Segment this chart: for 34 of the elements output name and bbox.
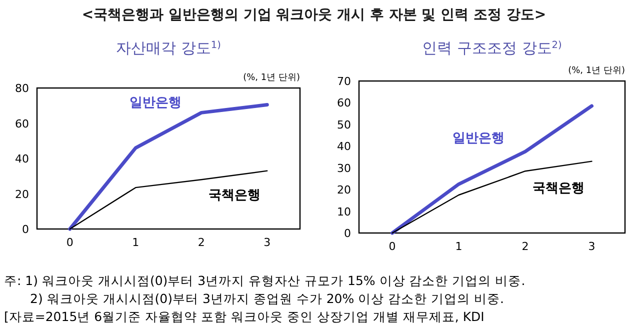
y-tick-label: 10 bbox=[337, 205, 351, 218]
x-tick-label: 0 bbox=[388, 240, 396, 253]
y-axis-title: (%, 1년 단위) bbox=[243, 73, 300, 83]
x-tick-label: 2 bbox=[198, 236, 205, 249]
x-tick-label: 3 bbox=[264, 236, 271, 249]
y-tick-label: 60 bbox=[337, 96, 351, 110]
text: 2) 워크아웃 개시시점(0)부터 3년까지 종업원 수가 20% 이상 감소한 기업의 비중. bbox=[30, 291, 504, 306]
y-tick-label: 80 bbox=[15, 82, 29, 95]
line-series bbox=[390, 104, 594, 235]
chart-title: 자산매각 강도$^{1)}$ bbox=[116, 39, 221, 57]
chart-title: 인력 구조조정 강도$^{2)}$ bbox=[422, 39, 562, 57]
text: <국책은행과 일반은행의 기업 워크아웃 개시 후 자본 및 인력 조정 강도> bbox=[82, 7, 546, 23]
y-tick-label: 40 bbox=[337, 140, 351, 154]
y-tick-label: 30 bbox=[337, 162, 351, 175]
text: 주: 1) 워크아웃 개시시점(0)부터 3년까지 유형자산 규모가 15% 이상 감소한 기업의 비중. bbox=[4, 273, 526, 288]
y-tick-label: 70 bbox=[337, 75, 351, 88]
y-tick-label: 20 bbox=[337, 184, 351, 197]
text: [자료=2015년 6월기준 자율협약 포함 워크아웃 중인 상장기업 개별 재무제표, KDI bbox=[4, 309, 484, 324]
y-axis-title: (%, 1년 단위) bbox=[568, 66, 625, 76]
x-tick-label: 0 bbox=[66, 236, 74, 249]
series-label: 일반은행 bbox=[452, 131, 505, 146]
series-label: 국책은행 bbox=[532, 181, 584, 196]
series-label: 일반은행 bbox=[129, 95, 182, 110]
y-tick-label: 60 bbox=[15, 117, 29, 130]
y-tick-label: 0 bbox=[344, 227, 351, 240]
y-tick-label: 20 bbox=[15, 188, 29, 201]
y-tick-label: 40 bbox=[15, 152, 29, 166]
x-tick-label: 1 bbox=[132, 236, 140, 249]
x-tick-label: 3 bbox=[588, 240, 596, 253]
y-tick-label: 50 bbox=[337, 118, 351, 132]
x-tick-label: 2 bbox=[522, 240, 529, 253]
x-tick-label: 1 bbox=[455, 240, 462, 253]
series-label: 국책은행 bbox=[208, 188, 260, 204]
y-tick-label: 0 bbox=[22, 223, 29, 236]
